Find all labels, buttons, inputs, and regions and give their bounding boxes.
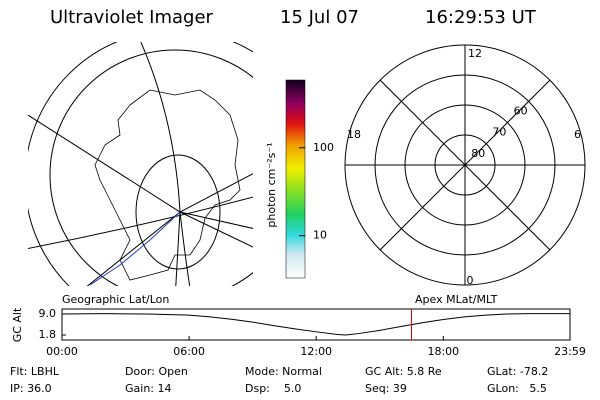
polar-hour-label: 6 bbox=[574, 128, 581, 141]
polar-hour-label: 12 bbox=[468, 47, 482, 60]
polar-label: Apex MLat/MLT bbox=[415, 293, 498, 306]
status-field: IP: 36.0 bbox=[10, 382, 52, 395]
map bbox=[28, 42, 253, 286]
colorbar-tick-label: 100 bbox=[313, 141, 334, 154]
status-field: Dsp: 5.0 bbox=[245, 382, 301, 395]
status-field: GC Alt: 5.8 Re bbox=[365, 365, 442, 378]
colorbar-tick-label: 10 bbox=[313, 229, 327, 242]
x-tick-label: 12:00 bbox=[300, 345, 332, 358]
polar-ring-label: 70 bbox=[492, 126, 506, 139]
date: 15 Jul 07 bbox=[280, 7, 359, 28]
polar-ring-label: 60 bbox=[514, 104, 528, 117]
status-field: GLat: -78.2 bbox=[487, 365, 548, 378]
altitude-line bbox=[61, 313, 571, 336]
status-field: Mode: Normal bbox=[245, 365, 322, 378]
polar-boundary bbox=[344, 44, 586, 286]
polar-hour-label: 0 bbox=[467, 274, 474, 287]
polar bbox=[345, 45, 585, 285]
status-field: Flt: LBHL bbox=[10, 365, 60, 378]
x-tick-label: 00:00 bbox=[46, 345, 78, 358]
title: Ultraviolet Imager bbox=[50, 7, 214, 28]
x-tick-label: 06:00 bbox=[173, 345, 205, 358]
status-field: Seq: 39 bbox=[365, 382, 407, 395]
time: 16:29:53 UT bbox=[425, 7, 537, 28]
polar-ring bbox=[404, 104, 526, 226]
polar-ring bbox=[434, 134, 496, 196]
colorbar-label: photon cm⁻²s⁻¹ bbox=[265, 142, 278, 227]
x-tick-label: 18:00 bbox=[427, 345, 459, 358]
y-axis-label: GC Alt bbox=[11, 307, 24, 342]
y-tick-label: 9.0 bbox=[39, 307, 57, 320]
polar-hour-label: 18 bbox=[347, 128, 361, 141]
status-field: Gain: 14 bbox=[125, 382, 172, 395]
colorbar bbox=[285, 79, 306, 279]
map-label: Geographic Lat/Lon bbox=[62, 293, 169, 306]
polar-ring bbox=[374, 74, 556, 256]
status-field: Door: Open bbox=[125, 365, 188, 378]
polar-ring-label: 80 bbox=[471, 147, 485, 160]
status-field: GLon: 5.5 bbox=[487, 382, 547, 395]
x-tick-label: 23:59 bbox=[554, 345, 586, 358]
y-tick-label: 1.8 bbox=[39, 328, 57, 341]
